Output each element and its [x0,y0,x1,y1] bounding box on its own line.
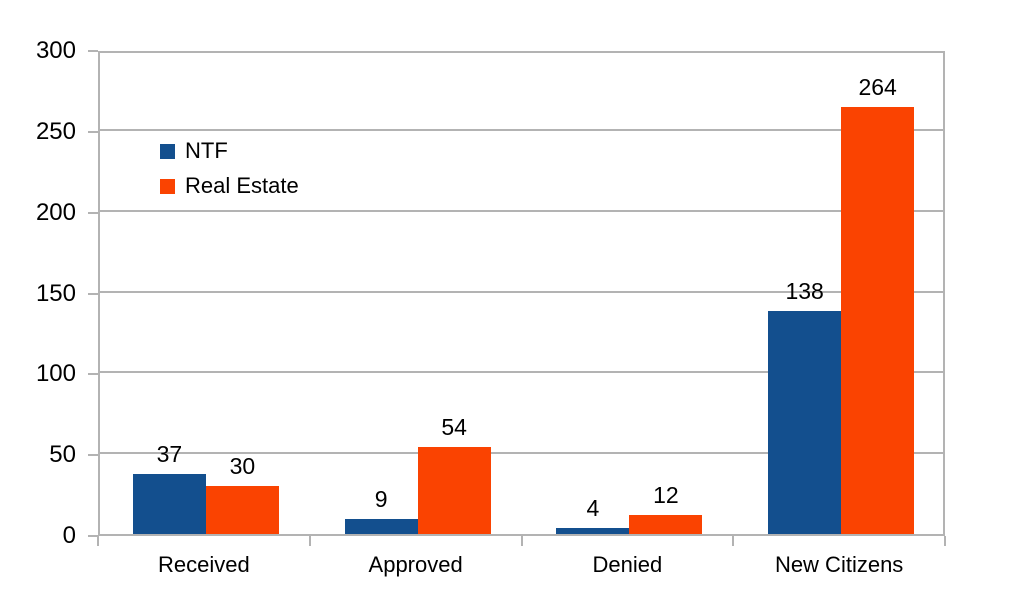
bar-value-ntf-new-citizens: 138 [785,277,824,304]
bar-real-estate-received [205,485,279,534]
y-tick-200 [88,211,98,214]
legend-item-ntf: NTF [160,139,299,163]
y-tick-label-250: 250 [35,117,76,145]
bar-value-ntf-denied: 4 [586,494,600,521]
legend-label-real-estate: Real Estate [185,173,299,198]
x-tick-2 [520,536,523,546]
y-tick-50 [88,454,98,457]
plot-area: NTF Real Estate 37 30 9 54 4 12 138 264 [98,51,945,536]
bar-ntf-denied [556,527,630,534]
bar-value-ntf-received: 37 [156,441,183,468]
bar-value-ntf-approved: 9 [374,486,388,513]
bar-ntf-new-citizens [768,310,842,534]
x-category-label-approved: Approved [368,552,463,577]
legend-swatch-real-estate [160,178,175,194]
legend-item-real-estate: Real Estate [160,174,299,198]
bar-ntf-approved [344,519,418,534]
y-tick-250 [88,130,98,133]
bar-real-estate-denied [629,514,703,534]
x-tick-1 [308,536,311,546]
gridline-200 [100,209,943,212]
y-tick-label-100: 100 [35,360,76,388]
y-tick-label-150: 150 [35,279,76,307]
x-category-label-received: Received [158,552,250,577]
legend-swatch-ntf [160,143,175,159]
x-tick-4 [944,536,946,546]
bar-value-real-estate-received: 30 [229,452,256,479]
bar-value-real-estate-new-citizens: 264 [858,74,897,101]
legend: NTF Real Estate [160,139,299,198]
gridline-150 [100,290,943,293]
gridline-50 [100,452,943,455]
y-tick-label-50: 50 [49,441,76,469]
y-tick-150 [88,292,98,295]
x-tick-0 [97,536,99,546]
bar-value-real-estate-approved: 54 [441,413,467,440]
x-category-label-new-citizens: New Citizens [774,552,904,577]
y-tick-0 [88,535,98,537]
bar-real-estate-new-citizens [841,107,915,534]
y-tick-300 [88,50,98,52]
gridline-250 [100,128,943,131]
y-tick-label-200: 200 [35,198,76,226]
x-tick-3 [732,536,735,546]
bar-ntf-received [132,474,206,534]
legend-label-ntf: NTF [185,138,228,163]
x-category-label-denied: Denied [592,552,663,577]
y-tick-label-0: 0 [62,522,76,549]
bar-real-estate-approved [417,446,491,534]
bar-value-real-estate-denied: 12 [653,481,679,508]
y-tick-label-300: 300 [35,37,76,64]
y-tick-100 [88,373,98,376]
gridline-100 [100,371,943,374]
